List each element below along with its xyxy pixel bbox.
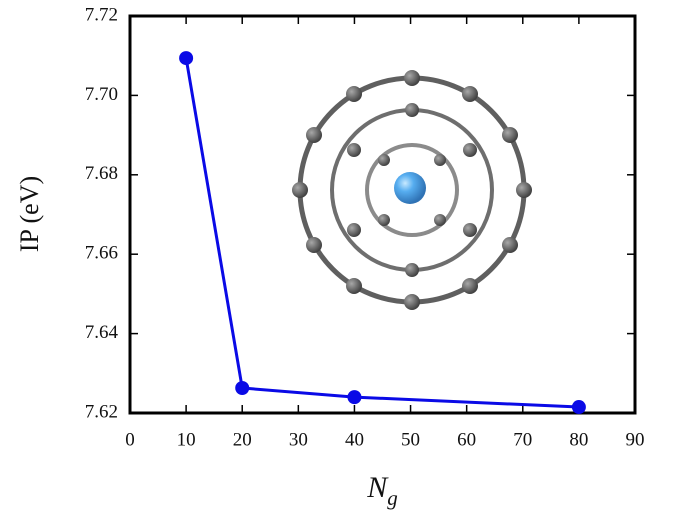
y-tick-label: 7.68 [85, 163, 118, 184]
x-tick-label: 80 [569, 429, 588, 450]
x-axis-title: Ng [366, 471, 398, 510]
plot-frame [128, 14, 637, 415]
x-axis-title-subscript: g [387, 486, 398, 510]
series-line [184, 57, 579, 409]
y-tick-label: 7.70 [85, 84, 118, 105]
data-point [179, 51, 194, 66]
x-tick-label: 40 [345, 429, 364, 450]
x-tick-label: 50 [401, 429, 420, 450]
x-tick-label: 60 [457, 429, 476, 450]
data-point [235, 380, 250, 395]
y-tick-label: 7.72 [85, 4, 118, 25]
x-tick-label: 30 [289, 429, 308, 450]
data-point [571, 400, 586, 415]
x-tick-label: 10 [177, 429, 196, 450]
y-tick-label: 7.64 [85, 322, 119, 343]
x-tick-label: 70 [513, 429, 532, 450]
x-axis-title-main: N [366, 471, 389, 504]
fullerene-image [292, 70, 532, 310]
x-tick-label: 90 [626, 429, 645, 450]
y-tick-label: 7.66 [85, 243, 118, 264]
y-axis-title: IP (eV) [15, 176, 44, 252]
y-tick-label: 7.62 [85, 401, 118, 422]
x-tick-label: 0 [125, 429, 135, 450]
x-tick-label: 20 [233, 429, 252, 450]
data-point [347, 390, 362, 405]
